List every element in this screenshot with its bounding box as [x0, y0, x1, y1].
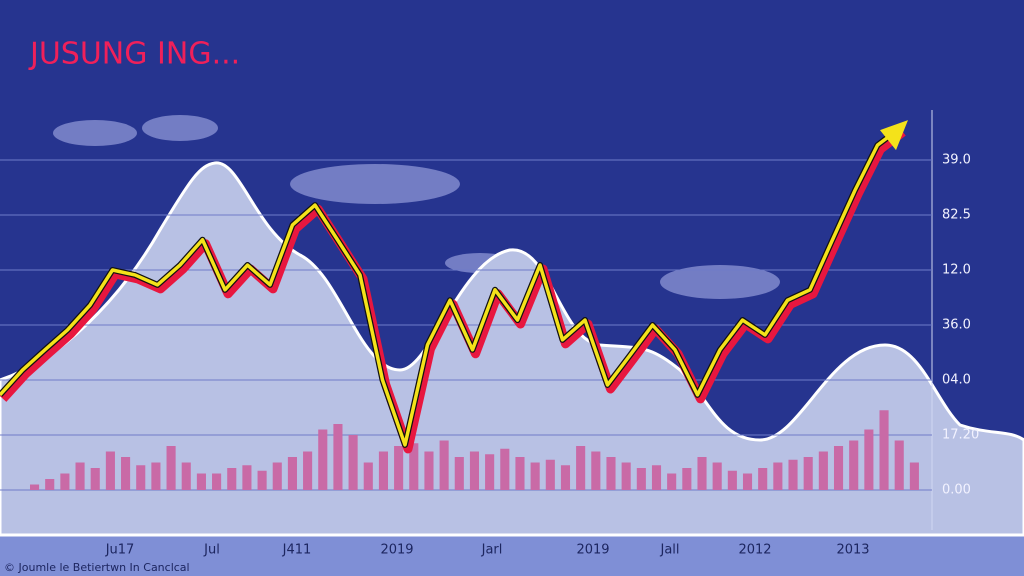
volume-bar — [727, 470, 737, 490]
volume-bar — [576, 446, 586, 490]
volume-bar — [515, 457, 525, 490]
volume-bar — [394, 446, 404, 490]
volume-bar — [560, 465, 571, 490]
volume-bar — [454, 457, 464, 490]
volume-bar — [181, 462, 191, 490]
volume-bar — [864, 429, 874, 490]
volume-bar — [212, 473, 222, 490]
clouds — [53, 115, 780, 299]
volume-bar — [682, 468, 692, 490]
volume-bar — [333, 424, 343, 490]
volume-bar — [242, 465, 252, 490]
volume-bar — [697, 457, 707, 490]
volume-bar — [818, 451, 828, 490]
volume-bar — [45, 479, 55, 490]
y-tick-label: 0.00 — [942, 483, 971, 498]
volume-bar — [151, 462, 161, 490]
volume-bar — [257, 470, 267, 490]
background-area — [0, 161, 1024, 537]
volume-bar — [318, 429, 328, 490]
x-tick-label: 2019 — [576, 543, 609, 558]
x-tick-label: J411 — [282, 543, 312, 558]
volume-bar — [409, 443, 419, 490]
volume-bar — [439, 440, 449, 490]
x-tick-label: 2019 — [380, 543, 413, 558]
volume-bar — [272, 462, 282, 490]
x-tick-label: Ju17 — [105, 543, 135, 558]
volume-bar — [742, 473, 753, 490]
volume-bar — [606, 457, 616, 490]
y-tick-label: 12.0 — [942, 263, 971, 278]
volume-bar — [545, 459, 555, 490]
volume-bar — [894, 440, 904, 490]
volume-bar — [75, 462, 85, 490]
x-tick-label: Jul — [203, 543, 220, 558]
volume-bar — [591, 451, 601, 490]
x-tick-label: 2013 — [836, 543, 869, 558]
volume-bar — [469, 451, 480, 490]
volume-bar — [667, 473, 677, 490]
volume-bar — [636, 468, 646, 490]
volume-bar — [287, 457, 297, 490]
volume-bar — [303, 451, 313, 490]
volume-bar — [833, 446, 844, 490]
volume-bar — [651, 465, 662, 490]
volume-bar — [485, 454, 495, 490]
x-tick-label: Jall — [659, 543, 679, 558]
volume-bar — [227, 468, 237, 490]
volume-bar — [909, 462, 919, 490]
line — [0, 126, 902, 447]
y-tick-label: 36.0 — [942, 318, 971, 333]
volume-bar — [712, 462, 722, 490]
volume-bar — [348, 435, 358, 490]
volume-bar — [758, 468, 768, 490]
volume-bar — [136, 465, 146, 490]
volume-bar — [378, 451, 388, 490]
volume-bar — [773, 462, 783, 490]
volume-bar — [121, 457, 131, 490]
volume-bar — [621, 462, 631, 490]
arrow-head — [880, 120, 908, 151]
footer: © Joumle le Betiertwn In Canclcal — [4, 561, 190, 574]
volume-bar — [424, 451, 434, 490]
volume-bar — [849, 440, 859, 490]
y-tick-label: 39.0 — [942, 153, 971, 168]
x-tick-label: Jarl — [481, 543, 503, 558]
volume-bar — [788, 459, 798, 490]
y-tick-label: 17.20 — [942, 428, 979, 443]
y-tick-label: 04.0 — [942, 373, 971, 388]
volume-bar — [879, 410, 889, 490]
footer-band — [0, 535, 1024, 576]
volume-bar — [363, 462, 373, 490]
volume-bar — [803, 457, 813, 490]
volume-bar — [90, 468, 100, 490]
volume-bar — [196, 473, 206, 490]
x-tick-label: 2012 — [738, 543, 771, 558]
y-tick-label: 82.5 — [942, 208, 971, 223]
volume-bar — [60, 473, 70, 490]
volume-bar — [166, 446, 176, 490]
volume-bar — [530, 462, 540, 490]
volume-bar — [105, 451, 115, 490]
volume-bar — [500, 448, 510, 490]
chart-title: JUSUNG ING... — [28, 37, 240, 72]
volume-bar — [30, 484, 40, 490]
